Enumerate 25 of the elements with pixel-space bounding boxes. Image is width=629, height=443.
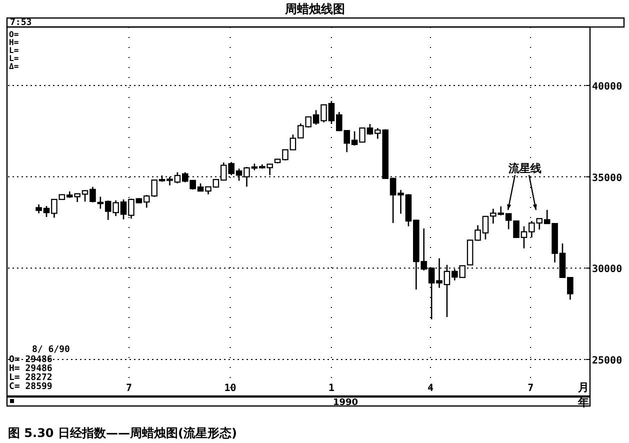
annotation: C= 28599 (9, 382, 52, 392)
annotation: O= (9, 30, 19, 39)
annotation: Δ= (9, 62, 19, 71)
annotation: L= (9, 54, 19, 63)
annotation: 流星线 (508, 162, 542, 175)
x-tick-label: 7 (528, 383, 534, 394)
annotation: H= (9, 38, 19, 47)
x-tick-label: 1 (328, 383, 334, 394)
x-tick-label: 7 (126, 383, 132, 394)
x-tick-label: 10 (224, 383, 236, 394)
chart-title: 周蜡烛线图 (284, 2, 345, 16)
annotation: L= 28272 (9, 373, 52, 383)
caption: 图 5.30 日经指数——周蜡烛图(流星形态) (8, 426, 237, 440)
y-tick-label: 30000 (592, 264, 622, 276)
y-tick-label: 25000 (592, 355, 622, 366)
annotation: H= 29486 (9, 364, 52, 374)
y-tick-label: 35000 (592, 172, 622, 184)
annotation: 年 (577, 396, 589, 409)
annotation: 8/ 6/90 (32, 345, 70, 355)
y-tick-label: 40000 (592, 81, 622, 92)
annotation: 月 (577, 381, 589, 394)
text: 1990 (333, 398, 358, 408)
annotation: 7:53 (10, 18, 32, 28)
annotation: L= (9, 46, 19, 55)
x-tick-label: 4 (427, 383, 434, 394)
